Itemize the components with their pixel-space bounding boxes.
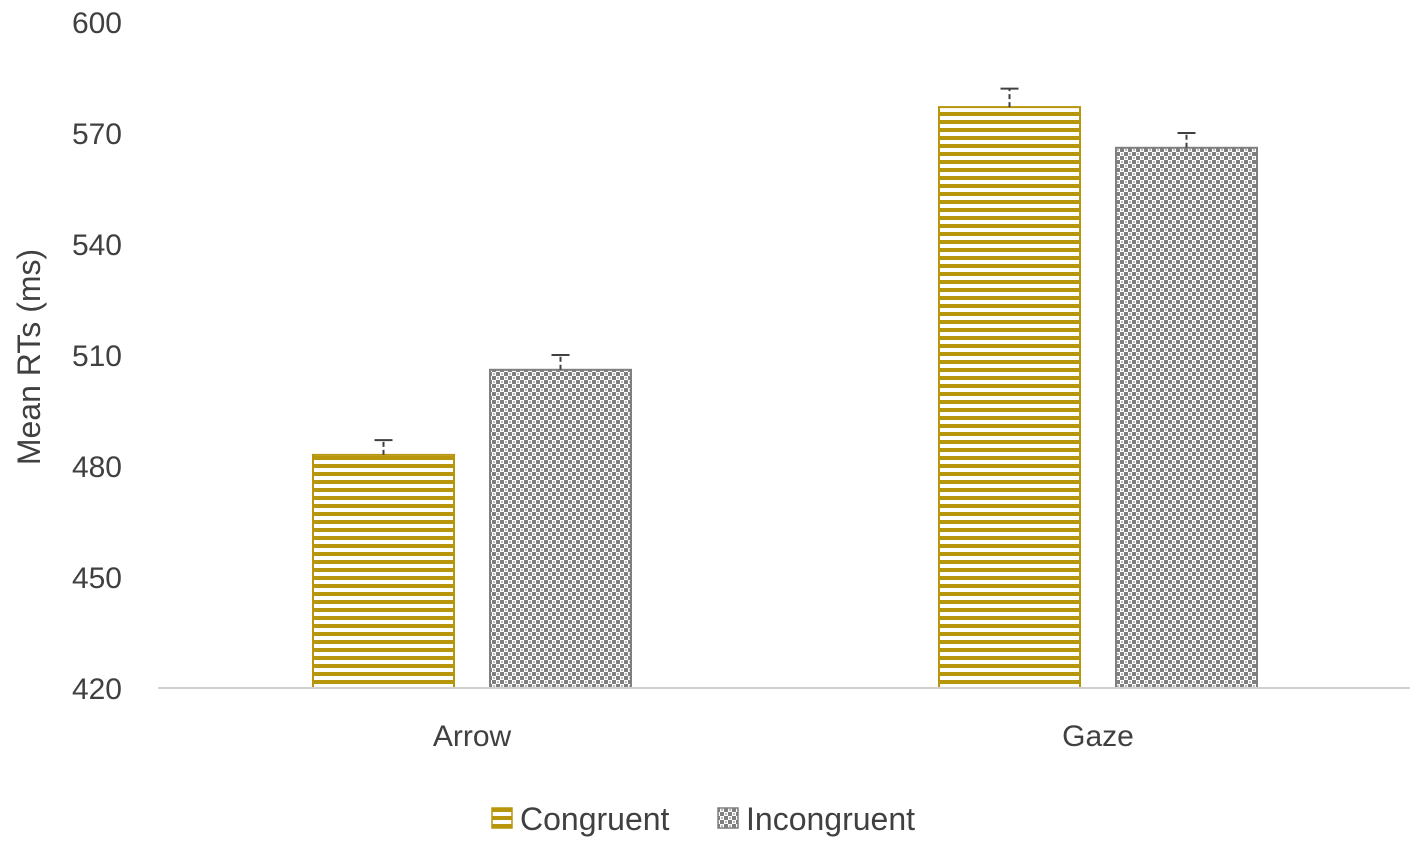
bar-incongruent-gaze xyxy=(1115,146,1258,690)
x-axis-labels: Arrow Gaze xyxy=(433,720,1134,753)
y-axis-ticks: 420 450 480 510 540 570 600 xyxy=(72,7,122,706)
legend-swatch-incongruent xyxy=(717,807,739,829)
bars-group xyxy=(312,106,1258,690)
legend-label-incongruent: Incongruent xyxy=(746,801,915,837)
y-tick-label: 570 xyxy=(72,118,122,151)
y-tick-label: 540 xyxy=(72,229,122,262)
error-bars-group xyxy=(374,87,1196,455)
y-tick-label: 450 xyxy=(72,562,122,595)
x-tick-label-arrow: Arrow xyxy=(433,720,512,753)
y-tick-label: 600 xyxy=(72,7,122,40)
legend-swatch-congruent xyxy=(491,807,513,829)
bar-incongruent-arrow xyxy=(489,368,632,689)
bar-congruent-gaze xyxy=(938,106,1081,690)
legend-label-congruent: Congruent xyxy=(520,801,670,837)
x-tick-label-gaze: Gaze xyxy=(1062,720,1134,753)
y-tick-label: 510 xyxy=(72,340,122,373)
y-tick-label: 480 xyxy=(72,451,122,484)
y-tick-label: 420 xyxy=(72,673,122,706)
y-axis-title: Mean RTs (ms) xyxy=(11,249,47,465)
legend: Congruent Incongruent xyxy=(491,801,915,837)
bar-congruent-arrow xyxy=(312,453,455,689)
